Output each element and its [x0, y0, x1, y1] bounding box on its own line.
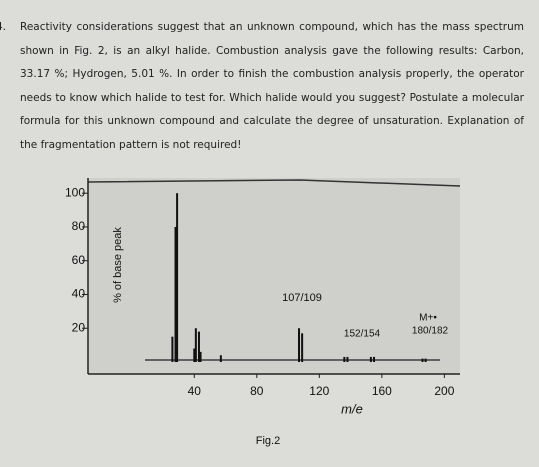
peak [176, 193, 179, 362]
question-text: Reactivity considerations suggest that a… [20, 21, 524, 151]
y-tick-label: 20 [72, 320, 86, 334]
x-tick-label: 120 [309, 384, 329, 398]
x-axis-label: m/e [341, 401, 363, 416]
annotation: 107/109 [282, 292, 322, 304]
peak [298, 328, 301, 362]
peak [346, 356, 349, 362]
x-tick-label: 80 [250, 384, 264, 398]
peak [421, 358, 424, 362]
frame-top [87, 179, 461, 187]
x-tick-label: 40 [188, 384, 202, 398]
peak [369, 356, 372, 362]
y-tick-label: 80 [72, 219, 86, 233]
peak [343, 356, 346, 362]
peak [199, 351, 202, 362]
plot-area [88, 178, 460, 374]
y-tick-label: 100 [65, 185, 85, 199]
peak [373, 356, 376, 362]
annotation: 152/154 [344, 329, 381, 340]
peak [197, 331, 200, 362]
y-axis-label: % of base peak [112, 227, 124, 303]
peak [193, 348, 196, 362]
peak [301, 333, 304, 362]
peak [171, 336, 174, 362]
y-tick-label: 60 [72, 253, 86, 267]
caption: Fig.2 [256, 435, 280, 447]
peak [219, 355, 222, 362]
annotation: 180/182 [412, 326, 449, 337]
peak [174, 226, 177, 362]
y-tick-label: 40 [72, 287, 86, 301]
annotation: M+• [419, 313, 437, 324]
question-number: 4. [0, 21, 7, 33]
question: 4. Reactivity considerations suggest tha… [0, 16, 524, 157]
x-tick-label: 160 [372, 384, 392, 398]
peak [424, 358, 427, 362]
x-tick-label: 200 [434, 384, 454, 398]
peak [194, 328, 197, 362]
